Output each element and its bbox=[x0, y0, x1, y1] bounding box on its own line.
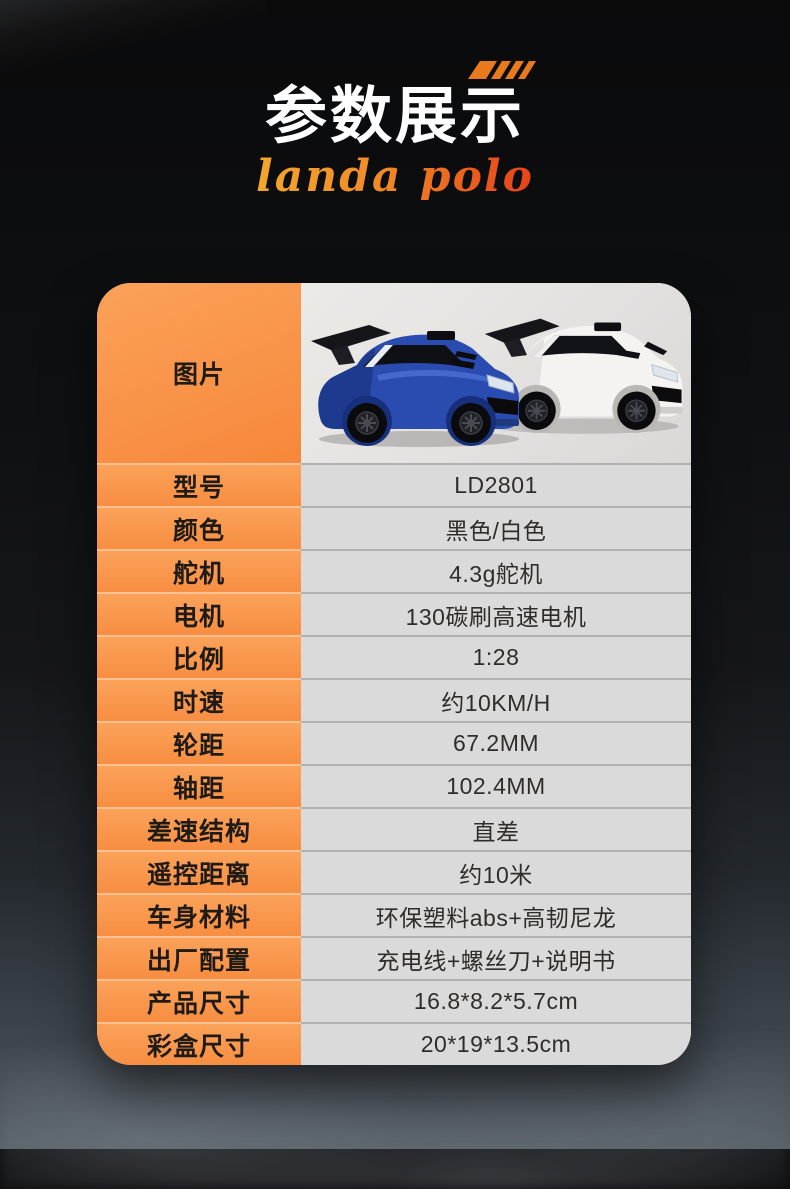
white-rc-car bbox=[484, 318, 683, 434]
spec-label: 轴距 bbox=[97, 764, 301, 807]
table-row: 产品尺寸 16.8*8.2*5.7cm bbox=[97, 979, 691, 1022]
table-row: 差速结构 直差 bbox=[97, 807, 691, 850]
spec-label: 颜色 bbox=[97, 506, 301, 549]
rc-cars-illustration bbox=[311, 318, 683, 447]
spec-value: 约10KM/H bbox=[301, 678, 691, 721]
spec-label: 图片 bbox=[97, 283, 301, 463]
page-title: 参数展示 bbox=[264, 82, 525, 151]
spec-label: 型号 bbox=[97, 463, 301, 506]
product-image bbox=[301, 283, 691, 463]
table-row: 型号 LD2801 bbox=[97, 463, 691, 506]
spec-value: 环保塑料abs+高韧尼龙 bbox=[301, 893, 691, 936]
spec-value: 16.8*8.2*5.7cm bbox=[301, 979, 691, 1022]
spec-value: 102.4MM bbox=[301, 764, 691, 807]
table-row: 轮距 67.2MM bbox=[97, 721, 691, 764]
spec-label: 轮距 bbox=[97, 721, 301, 764]
table-row: 车身材料 环保塑料abs+高韧尼龙 bbox=[97, 893, 691, 936]
table-row: 时速 约10KM/H bbox=[97, 678, 691, 721]
spec-label: 舵机 bbox=[97, 549, 301, 592]
spec-label: 产品尺寸 bbox=[97, 979, 301, 1022]
spec-value: 130碳刷高速电机 bbox=[301, 592, 691, 635]
spec-value: 直差 bbox=[301, 807, 691, 850]
spec-label: 遥控距离 bbox=[97, 850, 301, 893]
spec-value: 20*19*13.5cm bbox=[301, 1022, 691, 1065]
spec-rows: 型号 LD2801 颜色 黑色/白色 舵机 4.3g舵机 电机 130碳刷高速电机 比例 1:28… bbox=[97, 463, 691, 1065]
spec-value: 充电线+螺丝刀+说明书 bbox=[301, 936, 691, 979]
speed-stripes-icon bbox=[467, 61, 536, 79]
table-row: 彩盒尺寸 20*19*13.5cm bbox=[97, 1022, 691, 1065]
spec-value: 约10米 bbox=[301, 850, 691, 893]
blue-rc-car bbox=[311, 325, 519, 447]
table-row: 轴距 102.4MM bbox=[97, 764, 691, 807]
spec-label: 差速结构 bbox=[97, 807, 301, 850]
spec-value: 1:28 bbox=[301, 635, 691, 678]
spec-label: 出厂配置 bbox=[97, 936, 301, 979]
spec-value: 黑色/白色 bbox=[301, 506, 691, 549]
spec-value: LD2801 bbox=[301, 463, 691, 506]
spec-label: 时速 bbox=[97, 678, 301, 721]
brand-subtitle: landa polo bbox=[256, 151, 534, 203]
spec-value: 4.3g舵机 bbox=[301, 549, 691, 592]
header: 参数展示 landa polo bbox=[0, 60, 790, 201]
spec-label: 彩盒尺寸 bbox=[97, 1022, 301, 1065]
spec-label: 电机 bbox=[97, 592, 301, 635]
image-row: 图片 bbox=[97, 283, 691, 463]
spec-value: 67.2MM bbox=[301, 721, 691, 764]
spec-label: 比例 bbox=[97, 635, 301, 678]
table-row: 出厂配置 充电线+螺丝刀+说明书 bbox=[97, 936, 691, 979]
spec-table: 图片 bbox=[97, 283, 691, 1065]
table-row: 遥控距离 约10米 bbox=[97, 850, 691, 893]
spec-label: 车身材料 bbox=[97, 893, 301, 936]
table-row: 舵机 4.3g舵机 bbox=[97, 549, 691, 592]
table-row: 颜色 黑色/白色 bbox=[97, 506, 691, 549]
table-row: 比例 1:28 bbox=[97, 635, 691, 678]
table-row: 电机 130碳刷高速电机 bbox=[97, 592, 691, 635]
